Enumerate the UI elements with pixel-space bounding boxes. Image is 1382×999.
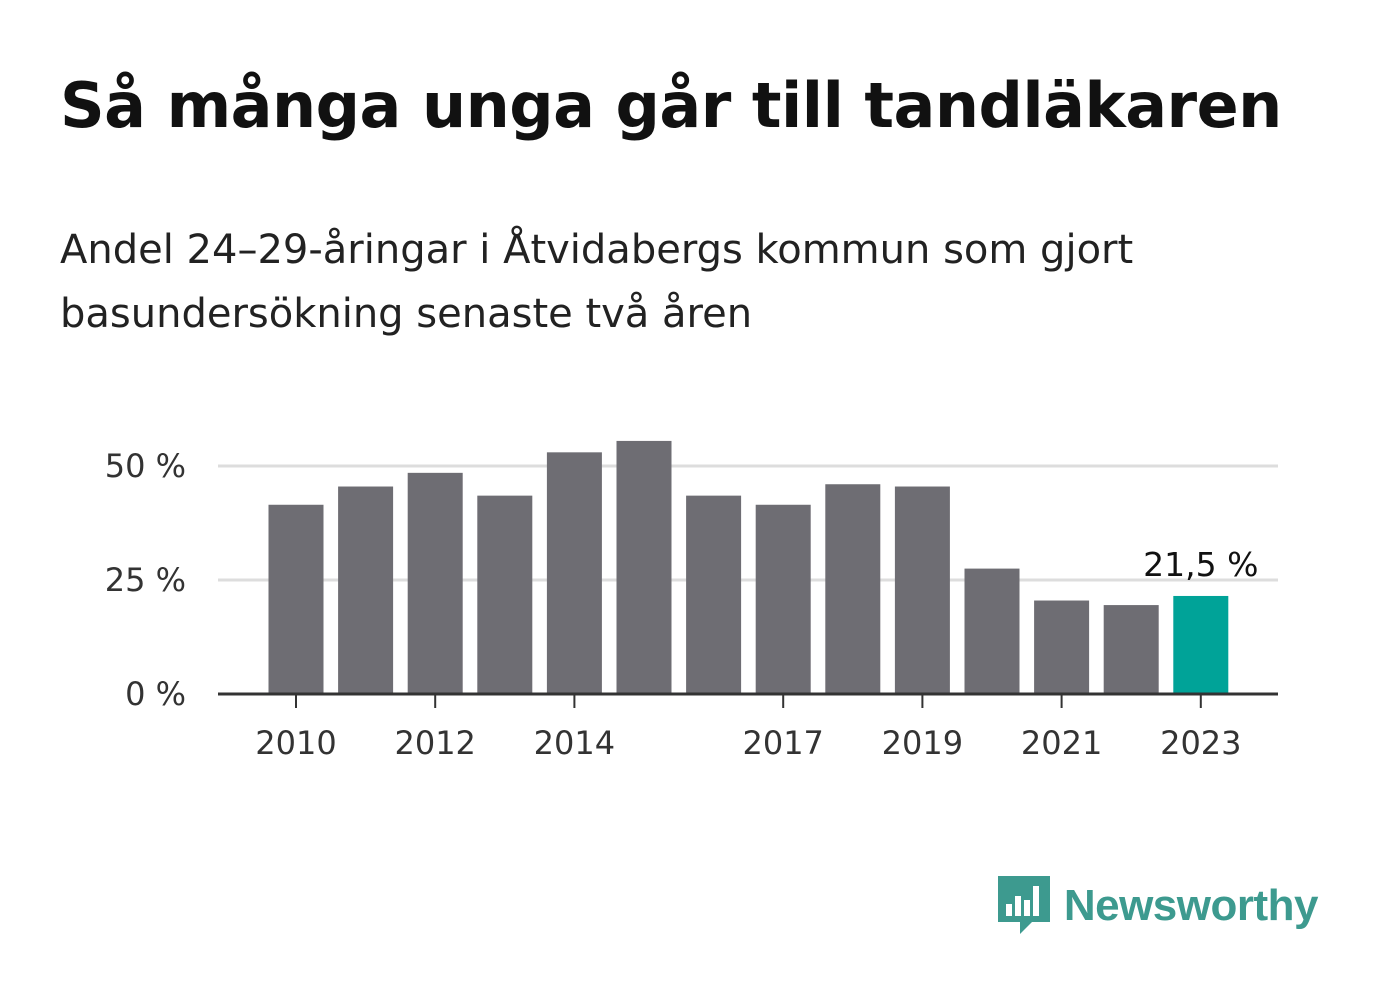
chart-title: Så många unga går till tandläkaren [60, 69, 1282, 142]
grid-lines [218, 464, 1278, 582]
bar-2019 [894, 486, 950, 694]
x-tick-label: 2023 [1160, 724, 1241, 762]
data-label-2023: 21,5 % [1143, 545, 1258, 584]
x-tick-label: 2012 [394, 724, 475, 762]
y-tick-label: 25 % [105, 561, 186, 599]
bar-2017 [755, 504, 811, 694]
x-tick-label: 2017 [742, 724, 823, 762]
axes: 0 % 25 % 50 % 2010 2012 2014 2017 2019 2021 2023 [105, 447, 1278, 762]
bar-2014 [546, 452, 602, 694]
x-tick-label: 2019 [882, 724, 963, 762]
bar-2010 [268, 504, 324, 694]
bar-2016 [686, 495, 742, 694]
data-labels: 21,5 % [1143, 545, 1258, 584]
bar-2011 [338, 486, 394, 694]
logo-text: Newsworthy [1063, 881, 1319, 930]
y-tick-label: 0 % [125, 675, 186, 713]
x-tick-label: 2014 [534, 724, 615, 762]
x-tick-label: 2010 [255, 724, 336, 762]
bar-chart: 0 %25 %50 %2010 2012 2014 2017 2019 2021 2023 … [105, 440, 1278, 762]
bars [268, 440, 1229, 694]
bar-chart-speech-bubble-icon [997, 876, 1050, 934]
bar-2022 [1103, 605, 1159, 694]
bar-2015 [616, 440, 672, 694]
y-tick-label: 50 % [105, 447, 186, 485]
bar-2023 [1173, 595, 1229, 694]
chart-subtitle: Andel 24–29-åringar i Åtvidabergs kommun… [60, 227, 1134, 337]
bar-2018 [825, 484, 881, 694]
bar-2012 [407, 472, 463, 694]
bar-2013 [477, 495, 533, 694]
bar-2020 [964, 568, 1020, 694]
x-tick-label: 2021 [1021, 724, 1102, 762]
newsworthy-logo: Newsworthy [997, 876, 1319, 936]
bar-2021 [1034, 600, 1090, 694]
